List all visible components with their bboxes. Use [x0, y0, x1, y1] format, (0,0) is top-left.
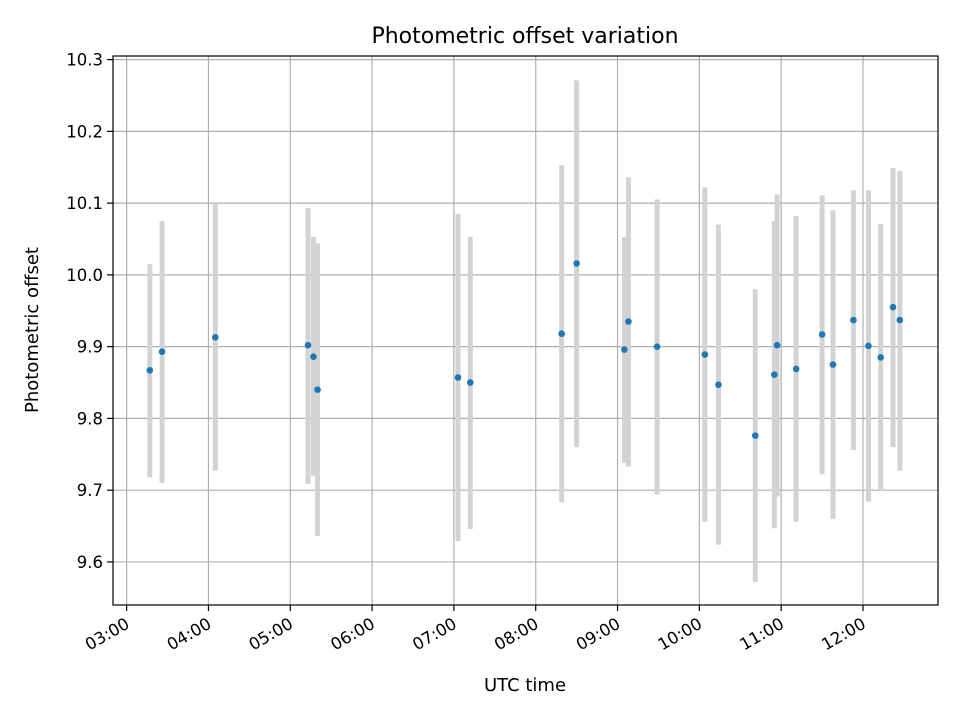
y-tick-layer: 9.6 9.7 9.8 9.9 10.0 10.1 10.2 10.3 [66, 51, 113, 572]
point-layer [146, 260, 904, 439]
chart-title: Photometric offset variation [371, 24, 678, 49]
data-point [701, 351, 709, 358]
x-tick-label: 12:00 [818, 614, 869, 654]
grid-layer [113, 56, 938, 605]
y-tick-label: 10.2 [66, 122, 103, 141]
errorbar-layer [147, 80, 903, 583]
data-point [751, 432, 759, 439]
x-tick-label: 09:00 [573, 614, 624, 654]
x-tick-layer: 03:00 04:00 05:00 06:00 07:00 08:00 09:00 10:00… [82, 605, 869, 654]
x-tick-label: 06:00 [327, 614, 378, 654]
data-point [314, 386, 321, 394]
data-point [573, 260, 580, 267]
data-point [304, 341, 312, 349]
data-point [625, 318, 632, 325]
data-point [211, 334, 219, 341]
data-point [771, 371, 778, 378]
data-point [653, 343, 661, 350]
x-tick-label: 10:00 [655, 614, 706, 654]
data-point [865, 342, 872, 350]
data-point [310, 353, 317, 360]
y-tick-label: 9.6 [77, 553, 103, 572]
data-point [850, 316, 857, 324]
y-tick-label: 10.0 [66, 266, 103, 285]
x-tick-label: 04:00 [164, 614, 215, 654]
x-axis-label: UTC time [484, 675, 566, 696]
data-point [792, 365, 800, 373]
data-point [146, 367, 154, 374]
data-point [896, 316, 904, 324]
plot-frame [112, 55, 939, 606]
data-point [829, 361, 837, 368]
x-tick-label: 05:00 [246, 614, 297, 654]
data-point [454, 374, 462, 381]
data-point [715, 381, 722, 388]
y-tick-label: 10.1 [66, 194, 103, 213]
y-tick-label: 10.3 [66, 51, 103, 70]
x-tick-label: 07:00 [409, 614, 460, 654]
data-point [466, 379, 474, 386]
data-point [818, 331, 826, 338]
y-tick-label: 9.8 [77, 409, 103, 428]
data-point [773, 341, 781, 349]
data-point [558, 330, 565, 338]
y-tick-label: 9.9 [77, 338, 103, 357]
y-tick-label: 9.7 [77, 481, 103, 500]
x-tick-label: 11:00 [736, 614, 787, 654]
x-tick-label: 03:00 [82, 614, 133, 654]
data-point [621, 346, 628, 353]
data-point [889, 303, 897, 311]
data-point [158, 348, 166, 355]
y-axis-label: Photometric offset [22, 247, 43, 413]
data-point [877, 354, 885, 361]
x-tick-label: 08:00 [491, 614, 542, 654]
